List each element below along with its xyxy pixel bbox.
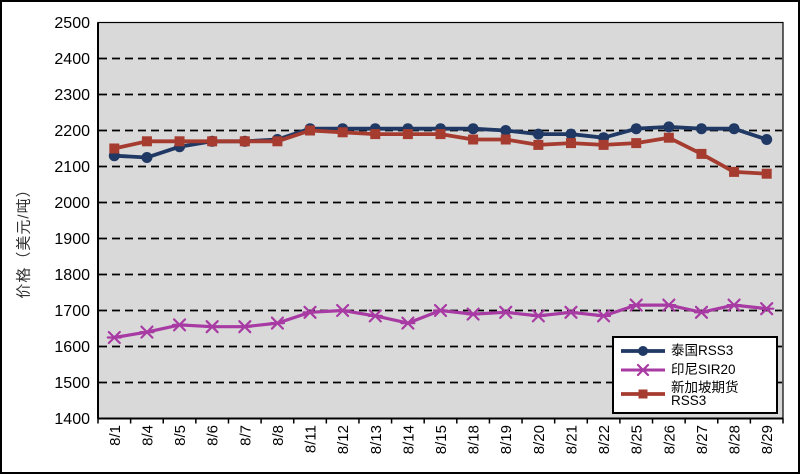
legend-label: 印尼SIR20 [671,361,736,377]
y-tick-label: 2500 [54,15,90,32]
x-tick-label: 8/25 [629,425,646,454]
x-tick-label: 8/20 [531,425,548,454]
y-tick-label: 2300 [54,87,90,104]
legend-swatch-line-star-icon [621,363,665,376]
y-tick-label: 1600 [54,339,90,356]
legend-swatch-line-square-icon [621,389,665,399]
y-tick-label: 1400 [54,411,90,428]
legend: 泰国RSS3 印尼SIR20 新加坡期货RSS3 [612,336,778,414]
x-tick-label: 8/5 [172,425,189,446]
x-tick-label: 8/1 [107,425,124,446]
x-tick-label: 8/19 [498,425,515,454]
y-tick-label: 1900 [54,231,90,248]
y-axis-title: 价格（美元/吨） [15,181,33,299]
x-tick-label: 8/4 [139,425,156,446]
series-印尼SIR20 [106,298,775,345]
y-tick-label: 1800 [54,267,90,284]
x-tick-label: 8/29 [759,425,776,454]
legend-item-thailand-rss3: 泰国RSS3 [620,343,770,359]
legend-label: 新加坡期货RSS3 [671,379,739,408]
y-tick-label: 1700 [54,303,90,320]
y-tick-label: 2400 [54,51,90,68]
x-tick-label: 8/15 [433,425,450,454]
legend-item-indonesia-sir20: 印尼SIR20 [620,362,770,378]
y-tick-label: 2200 [54,123,90,140]
x-tick-label: 8/22 [596,425,613,454]
x-tick-label: 8/26 [661,425,678,454]
legend-item-singapore-futures-rss3: 新加坡期货RSS3 [620,379,770,408]
x-tick-label: 8/28 [727,425,744,454]
x-tick-label: 8/21 [563,425,580,454]
x-tick-label: 8/8 [270,425,287,446]
x-tick-label: 8/18 [466,425,483,454]
x-tick-label: 8/6 [205,425,222,446]
legend-swatch-line-circle-icon [621,345,665,356]
x-tick-label: 8/13 [368,425,385,454]
y-tick-label: 2100 [54,159,90,176]
x-tick-label: 8/14 [400,425,417,454]
x-tick-label: 8/27 [694,425,711,454]
x-tick-label: 8/11 [303,425,320,453]
x-tick-label: 8/7 [237,425,254,446]
y-tick-label: 1500 [54,375,90,392]
x-tick-label: 8/12 [335,425,352,454]
legend-label: 泰国RSS3 [671,342,734,358]
y-tick-label: 2000 [54,195,90,212]
series-新加坡期货RSS3 [109,125,772,179]
